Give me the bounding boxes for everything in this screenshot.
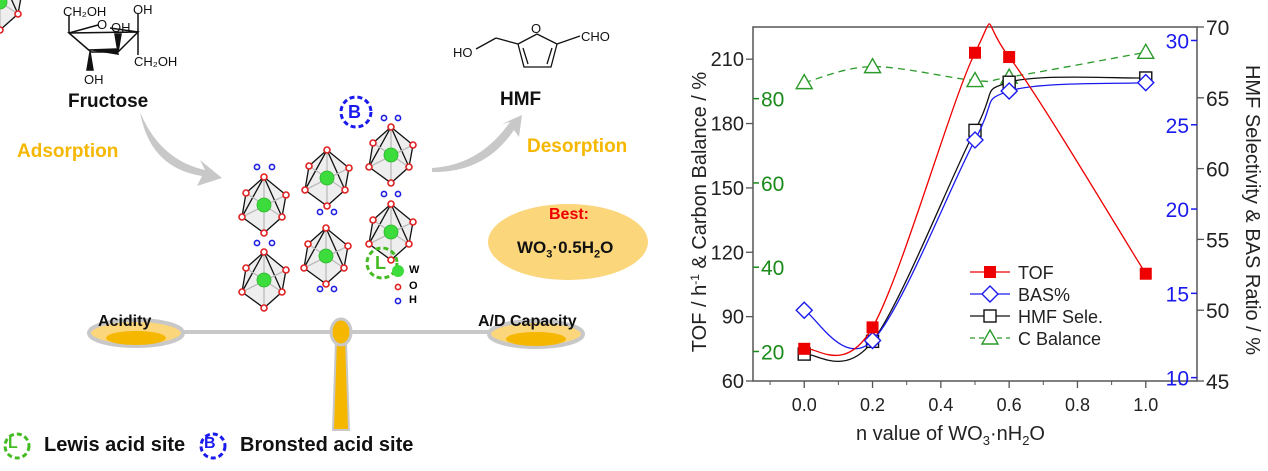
svg-text:CHO: CHO bbox=[581, 29, 610, 44]
left-tick-label: 180 bbox=[711, 114, 744, 136]
tof-marker-icon bbox=[798, 342, 811, 355]
best-ellipse bbox=[488, 204, 648, 280]
hmf-label: HMF bbox=[500, 89, 542, 110]
svg-text:OH: OH bbox=[133, 2, 153, 17]
desorption-label: Desorption bbox=[527, 136, 628, 157]
atom-h-icon bbox=[394, 297, 402, 305]
green-tick-label: 20 bbox=[761, 342, 784, 365]
cbalance-marker-icon bbox=[1136, 42, 1155, 59]
x-tick-label: 1.0 bbox=[1133, 395, 1158, 415]
fructose-label: Fructose bbox=[68, 91, 149, 112]
bas-marker-icon bbox=[1000, 82, 1019, 101]
legend-lewis-label: Lewis acid site bbox=[44, 434, 186, 456]
x-tick-label: 0.8 bbox=[1065, 395, 1090, 415]
green-tick-label: 40 bbox=[761, 257, 784, 280]
site-l-letter: L bbox=[375, 253, 386, 273]
chart-svg: 0.0 0.2 0.4 0.6 0.8 1.0 60 90 120 150 180 210 20 40 60… bbox=[688, 17, 1263, 415]
legend-bronsted-label: Bronsted acid site bbox=[240, 434, 414, 456]
right-tick-label: 70 bbox=[1206, 17, 1229, 40]
left-tick-label: 150 bbox=[711, 178, 744, 200]
acidity-label: Acidity bbox=[98, 313, 152, 330]
schematic-panel: CH₂OH O OH OH CH₂OH OH HO O CHO bbox=[0, 0, 648, 460]
blue-tick-label: 20 bbox=[1166, 199, 1189, 222]
bronsted-site-icon bbox=[339, 95, 373, 129]
best-formula: WO3·0.5H2O bbox=[517, 238, 614, 261]
best-title: Best: bbox=[549, 206, 590, 223]
left-tick-label: 210 bbox=[711, 49, 744, 71]
adsorption-arrow-icon bbox=[140, 112, 222, 186]
bas-marker-icon bbox=[1136, 73, 1155, 92]
tof-marker-icon bbox=[984, 266, 996, 278]
atom-h-label: H bbox=[409, 294, 417, 306]
atom-o-icon bbox=[394, 283, 402, 291]
right-tick-label: 55 bbox=[1206, 229, 1229, 252]
cbalance-marker-icon bbox=[863, 57, 882, 74]
right-tick-label: 60 bbox=[1206, 159, 1229, 182]
cbalance-marker-icon bbox=[980, 328, 1000, 345]
legend-label: C Balance bbox=[1018, 329, 1101, 349]
bas-marker-icon bbox=[981, 285, 999, 303]
bas-marker-icon bbox=[863, 331, 882, 350]
green-tick-label: 60 bbox=[761, 173, 784, 196]
cbalance-marker-icon bbox=[965, 71, 985, 88]
ad-capacity-label: A/D Capacity bbox=[478, 313, 577, 330]
atom-w-icon bbox=[392, 265, 404, 277]
legend-label: TOF bbox=[1018, 263, 1054, 283]
lewis-site-icon bbox=[365, 246, 399, 280]
right-tick-label: 50 bbox=[1206, 300, 1229, 323]
x-tick-label: 0.6 bbox=[997, 395, 1022, 415]
y-axis-right-label: HMF Selectivity & BAS Ratio / % bbox=[1241, 65, 1263, 355]
left-tick-label: 60 bbox=[722, 371, 744, 393]
legend-label: HMF Sele. bbox=[1018, 307, 1103, 327]
atom-w-label: W bbox=[409, 264, 420, 276]
fructose-structure-icon bbox=[67, 14, 140, 71]
x-tick-label: 0.2 bbox=[860, 395, 885, 415]
chart-panel: 0.0 0.2 0.4 0.6 0.8 1.0 60 90 120 150 180 210 20 40 60… bbox=[680, 0, 1268, 466]
right-tick-label: 65 bbox=[1206, 88, 1229, 111]
legend-l-letter: L bbox=[8, 435, 18, 452]
series-bas- bbox=[795, 73, 1155, 350]
x-tick-label: 0.4 bbox=[928, 395, 953, 415]
svg-text:OH: OH bbox=[84, 72, 104, 87]
svg-text:CH₂OH: CH₂OH bbox=[134, 54, 177, 69]
green-tick-label: 80 bbox=[761, 89, 784, 112]
hmf-marker-icon bbox=[983, 309, 997, 323]
svg-text:O: O bbox=[97, 17, 107, 32]
tof-marker-icon bbox=[969, 46, 981, 59]
svg-text:O: O bbox=[531, 21, 541, 36]
cbalance-marker-icon bbox=[795, 73, 814, 90]
left-tick-label: 120 bbox=[711, 242, 744, 264]
y-axis-label: TOF / h-1 & Carbon Balance / % bbox=[688, 72, 711, 353]
blue-tick-label: 10 bbox=[1166, 368, 1189, 391]
blue-tick-label: 30 bbox=[1166, 30, 1189, 53]
fructose-group: CH₂OH bbox=[63, 4, 106, 19]
bas-marker-icon bbox=[795, 301, 814, 320]
right-tick-label: 45 bbox=[1206, 371, 1229, 394]
wo3-lattice-icon bbox=[0, 0, 417, 312]
legend-b-letter: B bbox=[204, 435, 216, 452]
bas-marker-icon bbox=[966, 130, 984, 149]
legend-label: BAS% bbox=[1018, 285, 1070, 305]
hmf-structure-icon bbox=[475, 33, 581, 68]
atom-o-label: O bbox=[409, 280, 418, 292]
series-tof bbox=[798, 23, 1152, 357]
tof-marker-icon bbox=[866, 321, 879, 334]
blue-tick-label: 25 bbox=[1166, 115, 1189, 138]
x-axis-label: n value of WO3·nH2O bbox=[856, 423, 1045, 448]
adsorption-label: Adsorption bbox=[17, 141, 119, 162]
svg-text:OH: OH bbox=[111, 20, 131, 35]
site-b-letter: B bbox=[348, 102, 361, 122]
schematic-graphic: CH₂OH O OH OH CH₂OH OH HO O CHO bbox=[0, 0, 648, 460]
desorption-arrow-icon bbox=[432, 115, 522, 173]
svg-text:HO: HO bbox=[453, 45, 473, 60]
x-tick-label: 0.0 bbox=[792, 395, 817, 415]
tof-marker-icon bbox=[1139, 267, 1152, 280]
balance-scale-icon bbox=[87, 317, 585, 431]
tof-marker-icon bbox=[1003, 51, 1016, 64]
blue-tick-label: 15 bbox=[1166, 283, 1189, 306]
left-tick-label: 90 bbox=[722, 307, 744, 329]
